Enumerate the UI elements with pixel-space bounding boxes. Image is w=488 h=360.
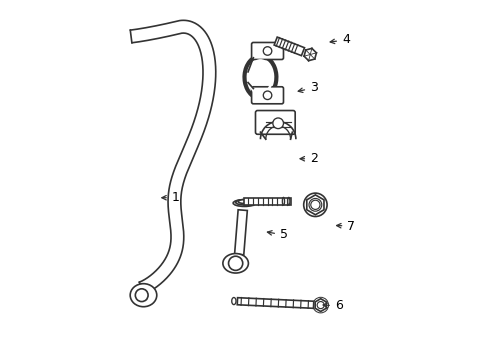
Polygon shape	[237, 298, 313, 308]
Text: 5: 5	[267, 229, 287, 242]
Text: 2: 2	[300, 152, 317, 165]
Ellipse shape	[235, 200, 253, 205]
Circle shape	[272, 118, 283, 129]
Polygon shape	[274, 37, 304, 56]
Circle shape	[310, 200, 319, 210]
FancyBboxPatch shape	[251, 87, 283, 104]
FancyBboxPatch shape	[255, 111, 295, 134]
Ellipse shape	[231, 297, 236, 305]
Text: 7: 7	[336, 220, 355, 233]
Ellipse shape	[282, 197, 284, 205]
Circle shape	[135, 289, 148, 302]
Polygon shape	[234, 210, 247, 255]
Circle shape	[308, 198, 321, 211]
Circle shape	[317, 302, 324, 309]
Ellipse shape	[287, 197, 289, 205]
Ellipse shape	[238, 200, 250, 203]
Text: 1: 1	[162, 191, 180, 204]
Circle shape	[263, 91, 271, 100]
Text: 3: 3	[298, 81, 317, 94]
Polygon shape	[315, 299, 325, 311]
Text: 4: 4	[329, 33, 349, 46]
Ellipse shape	[223, 253, 248, 273]
Polygon shape	[306, 195, 324, 215]
Polygon shape	[244, 198, 290, 205]
Circle shape	[263, 47, 271, 55]
Text: 6: 6	[323, 299, 342, 312]
Circle shape	[228, 256, 242, 270]
Ellipse shape	[130, 284, 157, 307]
Polygon shape	[130, 20, 215, 294]
FancyBboxPatch shape	[251, 42, 283, 59]
Circle shape	[303, 193, 326, 216]
Ellipse shape	[233, 200, 255, 206]
